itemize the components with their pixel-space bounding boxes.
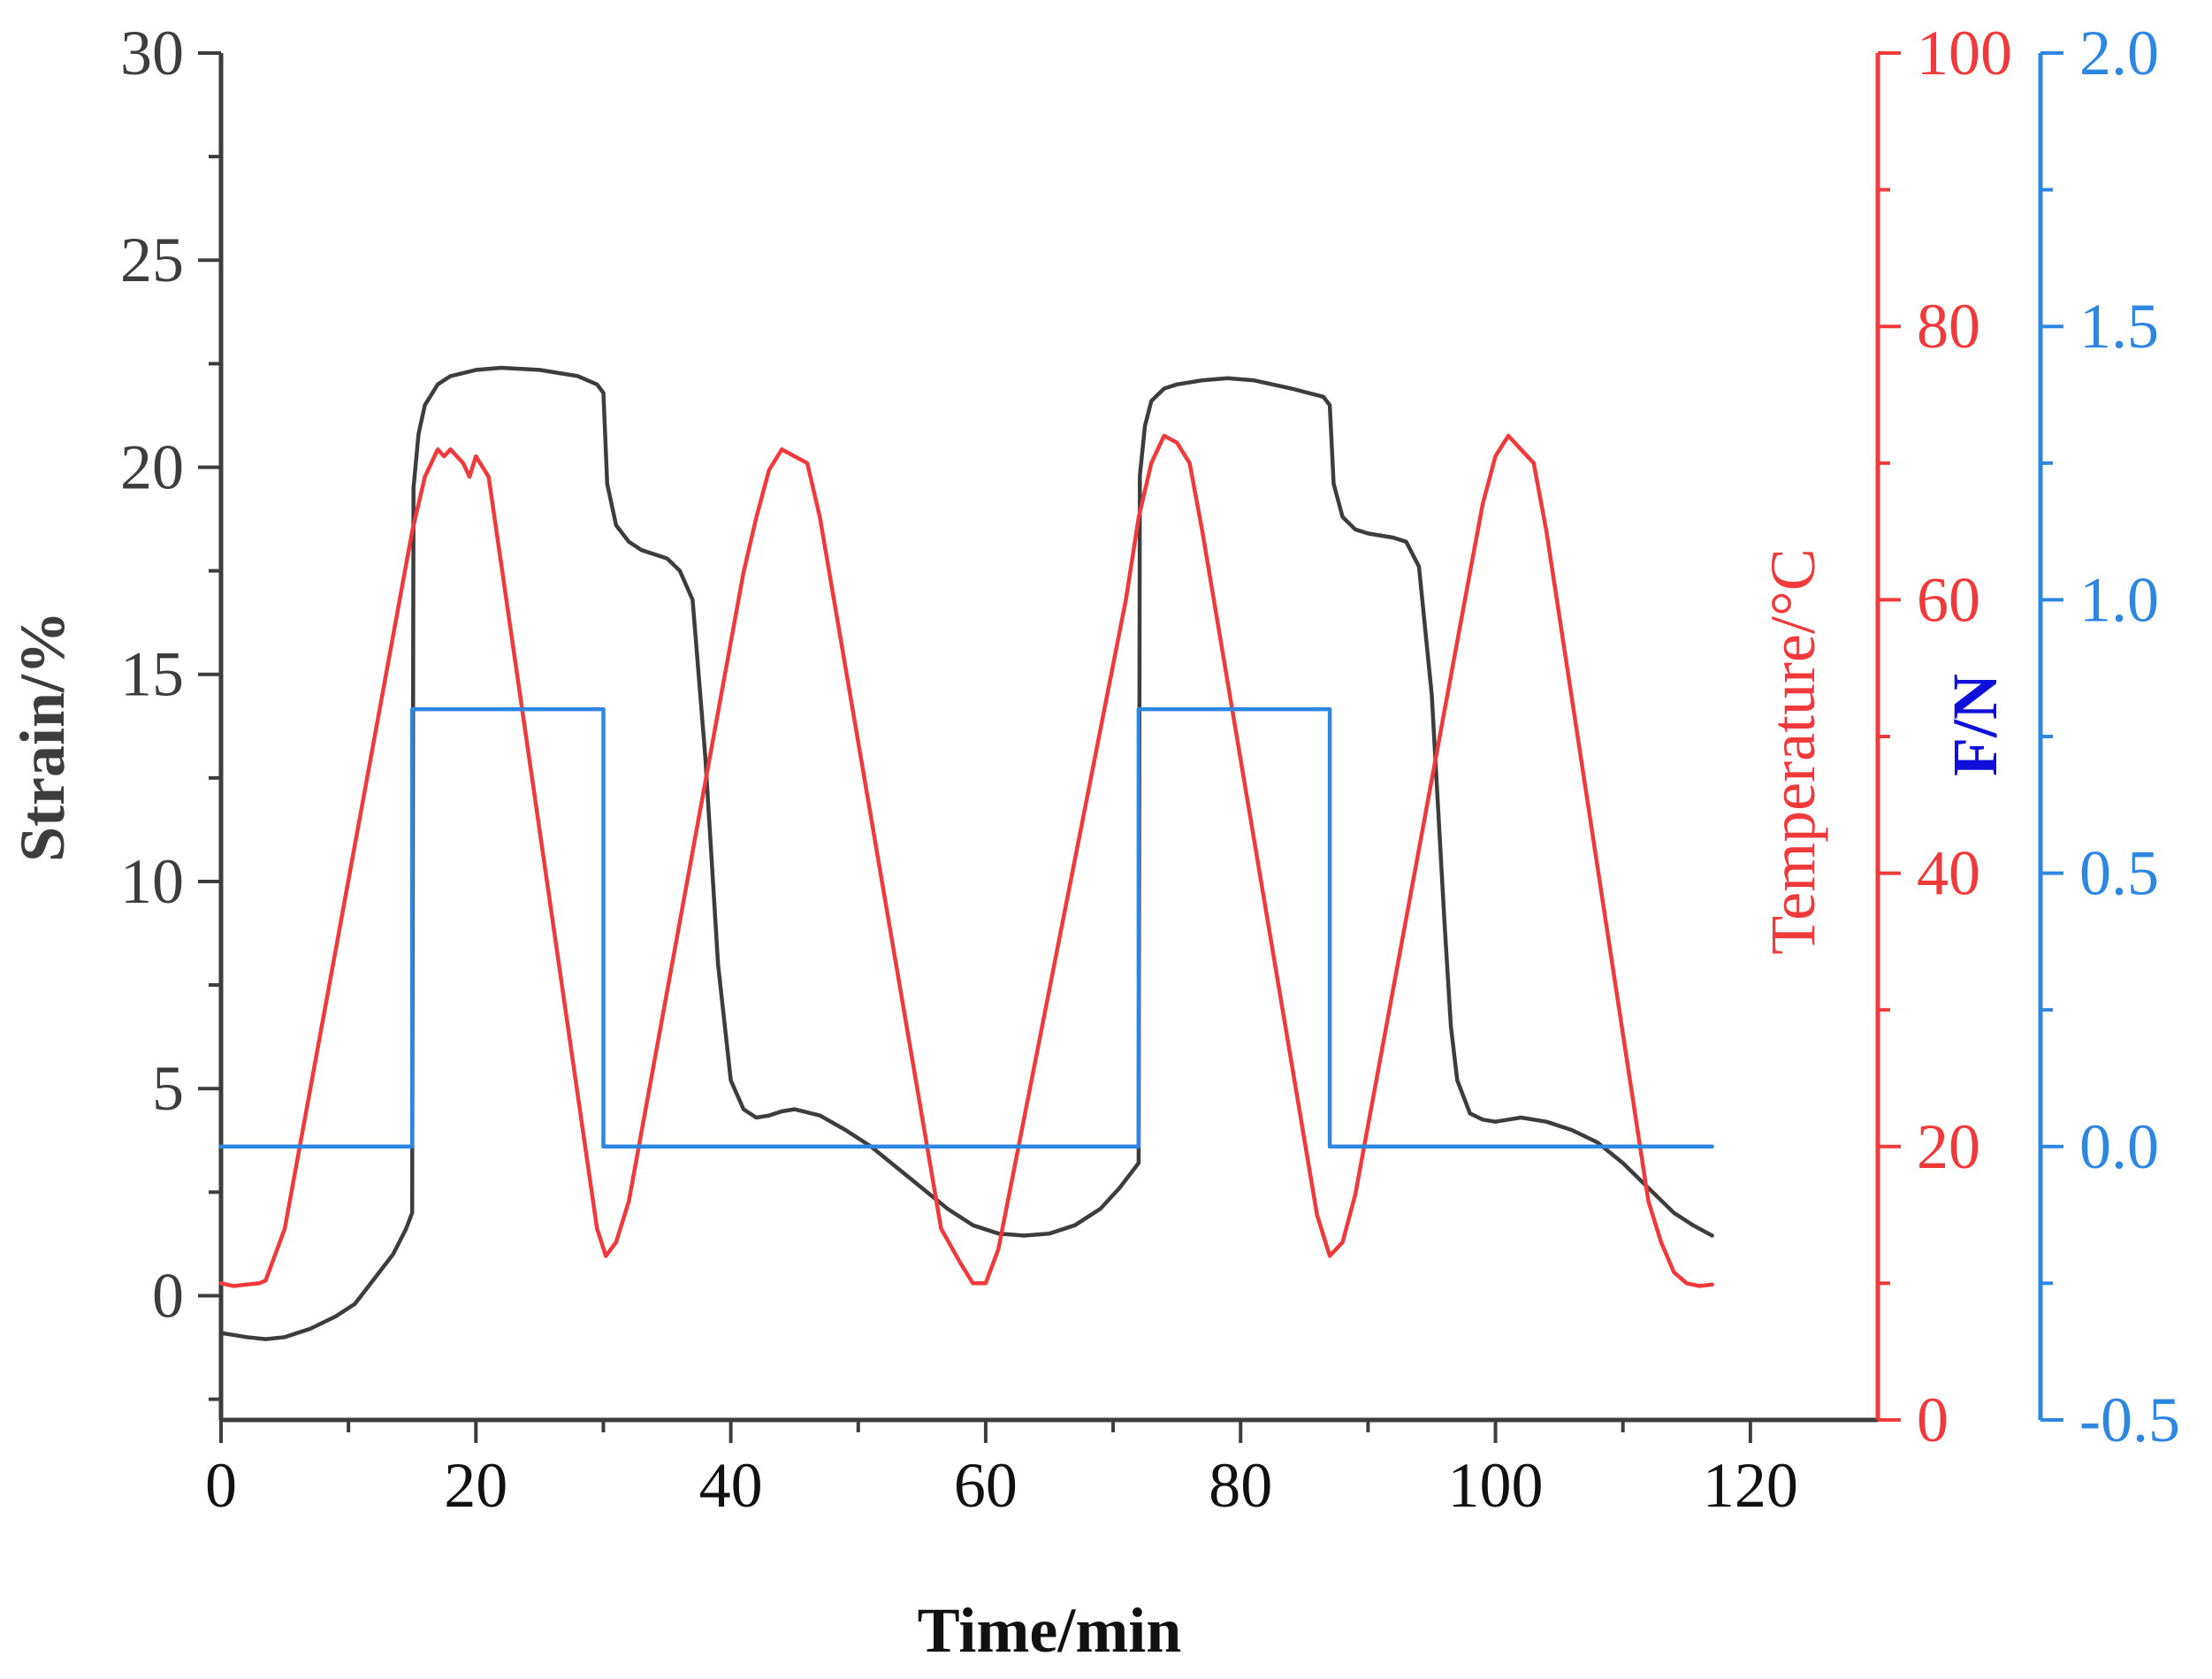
temperature-tick-label: 40 (1917, 838, 1980, 909)
force-axis-ticks: -0.5 0.0 0.5 1.0 1.5 2.0 (2040, 18, 2180, 1455)
strain-axis-ticks: 0 5 10 15 20 25 30 (120, 18, 221, 1401)
force-tick-label: 0.0 (2079, 1111, 2159, 1182)
temperature-tick-label: 100 (1917, 18, 2012, 88)
temperature-line (218, 433, 1714, 1288)
strain-tick-label: 30 (120, 18, 184, 88)
force-tick-label: -0.5 (2079, 1385, 2180, 1455)
force-tick-label: 1.5 (2079, 291, 2159, 362)
x-axis-title: Time/min (918, 1595, 1182, 1666)
x-tick-label: 60 (954, 1450, 1018, 1521)
temperature-tick-label: 60 (1917, 564, 1980, 635)
strain-axis-title: Strain/% (7, 611, 78, 862)
x-axis-ticks: 0 20 40 60 80 100 120 (205, 1420, 1798, 1521)
strain-tick-label: 25 (120, 225, 184, 295)
x-tick-label: 0 (205, 1450, 237, 1521)
force-tick-label: 0.5 (2079, 838, 2159, 909)
temperature-axis-title: Temperature/°C (1758, 548, 1828, 955)
strain-tick-label: 10 (120, 846, 184, 917)
x-tick-label: 80 (1209, 1450, 1272, 1521)
x-tick-label: 40 (699, 1450, 763, 1521)
force-tick-label: 2.0 (2079, 18, 2159, 88)
x-tick-label: 120 (1703, 1450, 1798, 1521)
strain-tick-label: 5 (152, 1053, 184, 1124)
strain-line (218, 365, 1714, 1341)
strain-tick-label: 0 (152, 1260, 184, 1331)
temperature-tick-label: 80 (1917, 291, 1980, 362)
temperature-tick-label: 20 (1917, 1111, 1980, 1182)
strain-tick-label: 20 (120, 431, 184, 502)
temperature-axis-ticks: 0 20 40 60 80 100 (1878, 18, 2012, 1455)
series-layer (218, 365, 1714, 1341)
force-tick-label: 1.0 (2079, 564, 2159, 635)
force-axis-title: F/N (1940, 674, 2010, 776)
temperature-tick-label: 0 (1917, 1385, 1949, 1455)
x-tick-label: 20 (444, 1450, 507, 1521)
strain-tick-label: 15 (120, 639, 184, 710)
x-tick-label: 100 (1448, 1450, 1544, 1521)
force-line (218, 706, 1714, 1149)
